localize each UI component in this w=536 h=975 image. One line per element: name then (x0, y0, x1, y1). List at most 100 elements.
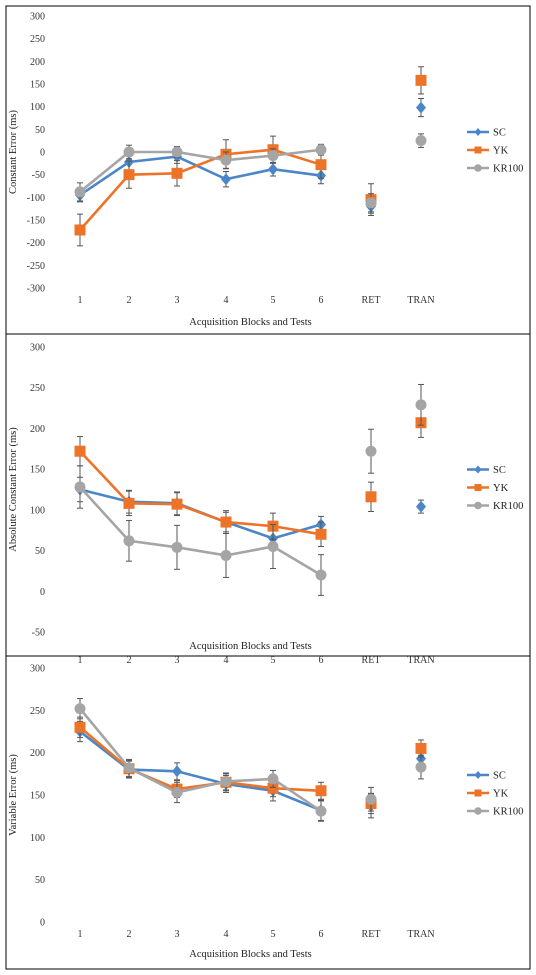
data-point (315, 528, 327, 540)
x-tick-label: 6 (319, 295, 324, 306)
chart-panel-1: -300 -250 -200 -150 -100 -50 0 50 100 150 200 250 30… (5, 5, 531, 335)
x-tick-label: 4 (224, 295, 229, 306)
data-point (74, 186, 86, 198)
data-point (171, 541, 183, 553)
data-point (415, 135, 427, 147)
x-tick-label: TRAN (407, 655, 434, 666)
x-tick-label: RET (362, 655, 381, 666)
series-kr100 (74, 383, 427, 596)
y-tick-label: 250 (30, 383, 45, 394)
y-tick-label: -200 (27, 238, 45, 249)
x-tick-label: 1 (78, 655, 83, 666)
x-tick-label: 5 (271, 929, 276, 940)
series-kr100 (74, 697, 427, 822)
data-point (74, 224, 86, 236)
y-tick-label: 0 (40, 148, 45, 159)
legend-marker (474, 146, 482, 154)
data-point (415, 761, 427, 773)
data-point (221, 173, 231, 186)
y-tick-label: 200 (30, 424, 45, 435)
y-tick-label: 250 (30, 34, 45, 45)
y-tick-label: 100 (30, 102, 45, 113)
y-tick-label: -300 (27, 284, 45, 295)
x-tick-label: 4 (224, 655, 229, 666)
data-point (267, 773, 279, 785)
x-tick-label: 2 (127, 929, 132, 940)
data-point (220, 549, 232, 561)
x-tick-label: 4 (224, 929, 229, 940)
legend-marker (474, 771, 482, 779)
data-point (267, 782, 279, 794)
y-tick-label: -250 (27, 261, 45, 272)
chart-panel-3: 0 50 100 150 200 250 300 1 2 3 4 5 6 RET TRAN Acquisiti… (5, 655, 531, 970)
series-line (78, 707, 322, 813)
data-point (171, 786, 183, 798)
data-point (171, 146, 183, 158)
x-tick-label: RET (362, 929, 381, 940)
series-line (79, 730, 322, 812)
x-tick-label: 5 (271, 295, 276, 306)
data-point (123, 535, 135, 547)
x-tick-label: 1 (78, 929, 83, 940)
x-axis-title: Acquisition Blocks and Tests (189, 949, 311, 960)
data-point (74, 481, 86, 493)
data-point (123, 762, 135, 774)
legend: SC YK KR100 (467, 465, 523, 512)
series-line (79, 726, 322, 793)
data-point (415, 74, 427, 86)
x-tick-label: TRAN (407, 929, 434, 940)
legend-label: KR100 (493, 501, 523, 512)
series-line (79, 450, 322, 536)
data-point (365, 491, 377, 503)
data-point (365, 445, 377, 457)
data-point (123, 146, 135, 158)
legend: SC YK KR100 (467, 771, 523, 818)
legend-marker (474, 789, 482, 797)
series-line (79, 486, 322, 577)
data-point (220, 154, 232, 166)
x-tick-label: 1 (78, 295, 83, 306)
legend-label: YK (493, 789, 509, 800)
x-axis-title: Acquisition Blocks and Tests (189, 641, 311, 652)
legend-marker (474, 128, 482, 136)
y-axis-title: Constant Error (ms) (8, 110, 19, 194)
x-tick-label: 2 (127, 295, 132, 306)
data-point (123, 497, 135, 509)
x-tick-label: 3 (175, 655, 180, 666)
data-point (415, 399, 427, 411)
data-point (315, 805, 327, 817)
y-tick-label: -50 (32, 170, 45, 181)
data-point (315, 144, 327, 156)
y-tick-label: 0 (40, 587, 45, 598)
data-point (365, 197, 377, 209)
y-tick-label: 100 (30, 505, 45, 516)
y-tick-label: 50 (35, 546, 45, 557)
series-line (79, 148, 322, 231)
data-point (315, 159, 327, 171)
data-point (220, 516, 232, 528)
y-tick-label: -100 (27, 193, 45, 204)
y-tick-label: 50 (35, 875, 45, 886)
data-point (315, 569, 327, 581)
y-tick-label: 300 (30, 12, 45, 23)
data-point (171, 498, 183, 510)
data-point (74, 721, 86, 733)
legend-label: SC (493, 465, 506, 476)
data-point (267, 150, 279, 162)
data-point (123, 169, 135, 181)
legend-label: SC (493, 128, 506, 139)
legend-marker (474, 164, 482, 172)
y-tick-label: 250 (30, 706, 45, 717)
y-tick-label: 100 (30, 833, 45, 844)
data-point (415, 742, 427, 754)
series-line (79, 155, 322, 197)
series-line (79, 148, 322, 193)
y-axis-title: Absolute Constant Error (ms) (8, 427, 19, 552)
legend-marker (474, 484, 482, 491)
y-tick-label: -50 (32, 628, 45, 639)
y-tick-label: 300 (30, 664, 45, 675)
data-point (171, 167, 183, 179)
x-tick-label: TRAN (407, 295, 434, 306)
data-point (220, 775, 232, 787)
